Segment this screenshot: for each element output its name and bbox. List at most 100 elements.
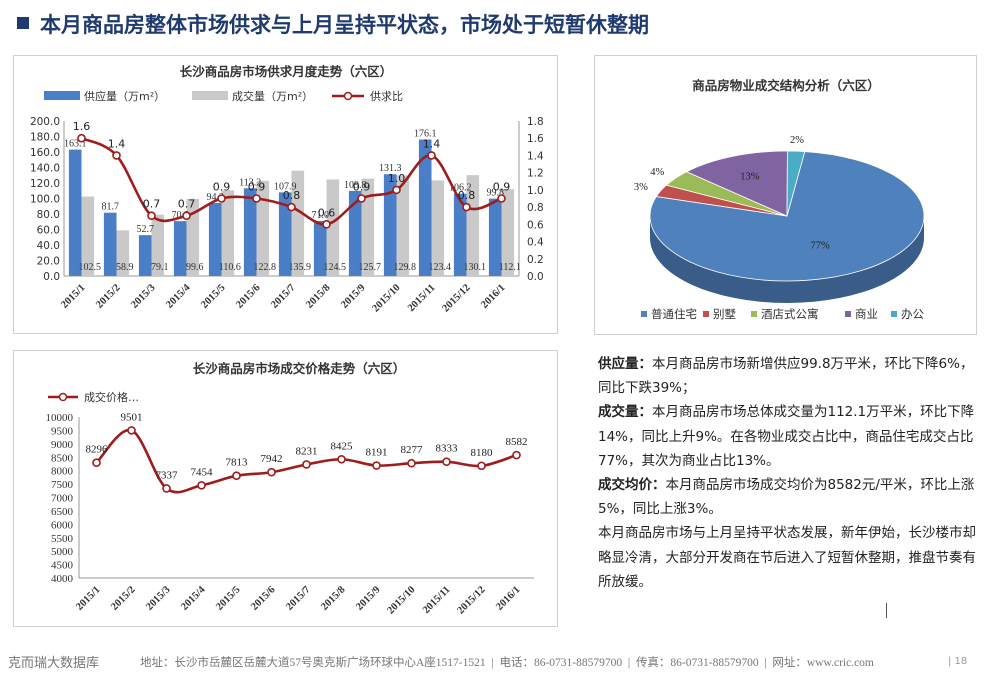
data-label-price: 8180 bbox=[471, 447, 494, 459]
data-label-price: 8582 bbox=[506, 436, 528, 448]
bar-supply bbox=[278, 192, 292, 276]
chart-title: 商品房物业成交结构分析（六区） bbox=[692, 78, 880, 93]
ratio-point bbox=[357, 194, 366, 203]
data-label-supply: 107.9 bbox=[274, 181, 297, 192]
legend-label: 酒店式公寓 bbox=[761, 307, 819, 321]
supply-body: 本月商品房市场新增供应99.8万平米，环比下降6%，同比下跌39%； bbox=[598, 356, 974, 397]
price-point bbox=[127, 426, 136, 435]
data-label-ratio: 0.7 bbox=[178, 198, 196, 211]
data-label-deal: 58.9 bbox=[116, 262, 134, 273]
data-label-price: 8425 bbox=[331, 440, 354, 452]
legend-marker-price bbox=[58, 392, 68, 402]
data-label-supply: 94.2 bbox=[206, 192, 224, 203]
data-label-ratio: 0.9 bbox=[353, 181, 371, 194]
chart-legend: 普通住宅 别墅 酒店式公寓 商业 办公 bbox=[641, 307, 924, 321]
data-label-price: 8191 bbox=[366, 447, 388, 459]
supply-paragraph: 供应量：本月商品房市场新增供应99.8万平米，环比下降6%，同比下跌39%； bbox=[598, 352, 983, 400]
y-tick-label: 5000 bbox=[51, 546, 74, 558]
footer-sep: | bbox=[491, 657, 494, 669]
x-tick-label: 2015/7 bbox=[269, 282, 297, 310]
supply-demand-chart: 长沙商品房市场供求月度走势（六区） 供应量（万m²） 成交量（万m²） 供求比 … bbox=[30, 64, 544, 314]
pie-data-label: 2% bbox=[790, 135, 804, 146]
ratio-point bbox=[112, 151, 121, 160]
chart-title: 长沙商品房市场成交价格走势（六区） bbox=[193, 361, 406, 376]
data-label-ratio: 0.9 bbox=[493, 181, 511, 194]
data-label-deal: 102.5 bbox=[79, 262, 102, 273]
price-body: 本月商品房市场成交均价为8582元/平米，环比上涨5%，同比上涨3%。 bbox=[598, 477, 975, 518]
data-label-ratio: 0.8 bbox=[458, 189, 476, 202]
data-label-deal: 99.6 bbox=[186, 262, 204, 273]
chart-legend: 成交价格… bbox=[48, 390, 139, 404]
y-tick-label: 160.0 bbox=[30, 147, 60, 159]
chart-title: 长沙商品房市场供求月度走势（六区） bbox=[180, 64, 393, 79]
y-tick-label: 60.0 bbox=[37, 225, 60, 237]
y-tick-label: 140.0 bbox=[30, 163, 60, 175]
y-tick-label: 10000 bbox=[46, 412, 74, 424]
bar-supply bbox=[208, 202, 222, 276]
bar-deal bbox=[81, 196, 95, 276]
price-point bbox=[302, 460, 311, 469]
x-tick-label: 2015/5 bbox=[214, 584, 242, 612]
bar-supply bbox=[138, 235, 152, 276]
y-tick-label: 120.0 bbox=[30, 178, 60, 190]
price-point bbox=[267, 467, 276, 477]
price-point bbox=[372, 461, 381, 470]
ratio-point bbox=[252, 194, 261, 203]
data-label-ratio: 0.7 bbox=[143, 198, 161, 211]
plot-area: 0.0 20.0 40.0 60.0 80.0 100.0 120.0 140.0 160.0 1… bbox=[30, 116, 544, 314]
y-tick-label: 200.0 bbox=[30, 116, 60, 128]
price-point bbox=[337, 454, 346, 464]
legend-swatch bbox=[641, 311, 647, 317]
y-tick-label: 0.0 bbox=[43, 271, 60, 283]
legend-swatch bbox=[751, 311, 757, 317]
data-label-deal: 122.8 bbox=[254, 262, 277, 273]
x-tick-label: 2015/6 bbox=[249, 584, 277, 612]
price-point bbox=[442, 457, 451, 467]
data-label-supply: 109.8 bbox=[344, 180, 367, 191]
legend-label: 商业 bbox=[855, 307, 878, 321]
y2-tick-label: 0.6 bbox=[527, 219, 544, 231]
data-label-price: 8296 bbox=[86, 444, 109, 456]
bar-supply bbox=[488, 198, 502, 276]
deal-paragraph: 成交量：本月商品房市场总体成交量为112.1万平米，环比下降14%，同比上升9%… bbox=[598, 400, 983, 473]
bar-deal bbox=[151, 214, 165, 276]
summary-paragraph: 本月商品房市场与上月呈持平状态发展，新年伊始，长沙楼市却略显冷清，大部分开发商在… bbox=[598, 525, 976, 590]
price-key: 成交均价： bbox=[598, 477, 666, 494]
y-tick-label: 6500 bbox=[51, 506, 74, 518]
footer-brand: 克而瑞大数据库 bbox=[8, 656, 100, 671]
x-tick-label: 2015/5 bbox=[199, 282, 227, 310]
bar-deal bbox=[396, 175, 410, 276]
ratio-point bbox=[427, 151, 436, 160]
legend-swatch bbox=[891, 311, 897, 317]
y2-tick-label: 0.0 bbox=[527, 271, 544, 283]
ratio-point bbox=[287, 202, 296, 212]
price-point bbox=[407, 458, 416, 468]
x-tick-label: 2015/1 bbox=[74, 584, 102, 612]
supply-key: 供应量： bbox=[598, 356, 652, 372]
footer-sep: | bbox=[764, 657, 767, 669]
chart-legend: 供应量（万m²） 成交量（万m²） 供求比 bbox=[44, 89, 403, 103]
bar-supply bbox=[103, 212, 117, 276]
price-trend-chart-panel: 长沙商品房市场成交价格走势（六区） 成交价格… 4000 4500 5000 5500… bbox=[13, 350, 558, 627]
y-tick-label: 40.0 bbox=[37, 240, 60, 252]
pie-data-label: 77% bbox=[811, 241, 831, 252]
x-tick-label: 2015/8 bbox=[319, 584, 347, 612]
data-label-supply: 81.7 bbox=[101, 202, 119, 213]
x-tick-label: 2015/3 bbox=[129, 282, 157, 310]
data-label-supply: 106.2 bbox=[449, 183, 472, 194]
data-label-supply: 163.1 bbox=[64, 139, 87, 150]
data-label-deal: 125.7 bbox=[359, 262, 382, 273]
bar-supply bbox=[173, 221, 187, 276]
data-label-supply: 176.1 bbox=[414, 129, 437, 140]
legend-label-ratio: 供求比 bbox=[370, 89, 403, 103]
deal-body: 本月商品房市场总体成交量为112.1万平米，环比下降14%，同比上升9%。在各物… bbox=[598, 404, 975, 469]
bar-supply bbox=[418, 139, 432, 276]
pie-slice-side bbox=[650, 216, 924, 303]
y2-tick-label: 1.4 bbox=[527, 150, 544, 162]
y-tick-label: 20.0 bbox=[37, 256, 60, 268]
x-tick-label: 2015/10 bbox=[371, 282, 403, 314]
property-structure-chart-panel: 商品房物业成交结构分析（六区） 77% 3% 4% 13% 2% 普通住宅 别墅 酒店式公寓… bbox=[594, 55, 977, 335]
footer-phone: 电话：86-0731-88579700 bbox=[499, 657, 623, 669]
x-tick-label: 2015/2 bbox=[94, 282, 122, 310]
y-tick-label: 4500 bbox=[51, 560, 74, 572]
